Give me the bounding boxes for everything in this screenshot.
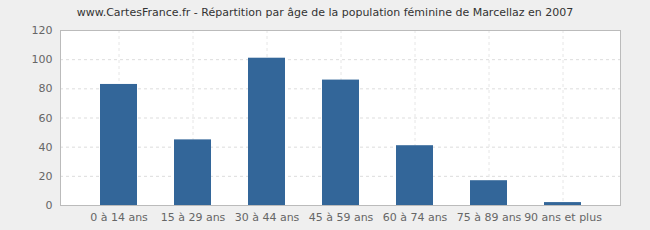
svg-text:15 à 29 ans: 15 à 29 ans xyxy=(161,211,226,224)
svg-text:0 à 14 ans: 0 à 14 ans xyxy=(90,211,148,224)
svg-text:30 à 44 ans: 30 à 44 ans xyxy=(235,211,300,224)
svg-text:0: 0 xyxy=(46,199,53,212)
svg-text:40: 40 xyxy=(39,141,53,154)
svg-text:20: 20 xyxy=(39,170,53,183)
svg-text:100: 100 xyxy=(32,53,53,66)
svg-text:80: 80 xyxy=(39,82,53,95)
html-text:www.CartesFrance.fr - Répartit: www.CartesFrance.fr - Répartition par âg… xyxy=(76,6,574,19)
svg-text:75 à 89 ans: 75 à 89 ans xyxy=(457,211,522,224)
svg-text:90 ans et plus: 90 ans et plus xyxy=(524,211,602,224)
svg-text:45 à 59 ans: 45 à 59 ans xyxy=(309,211,374,224)
svg-text:60: 60 xyxy=(39,112,53,125)
svg-text:120: 120 xyxy=(32,25,53,37)
svg-text:60 à 74 ans: 60 à 74 ans xyxy=(383,211,448,224)
